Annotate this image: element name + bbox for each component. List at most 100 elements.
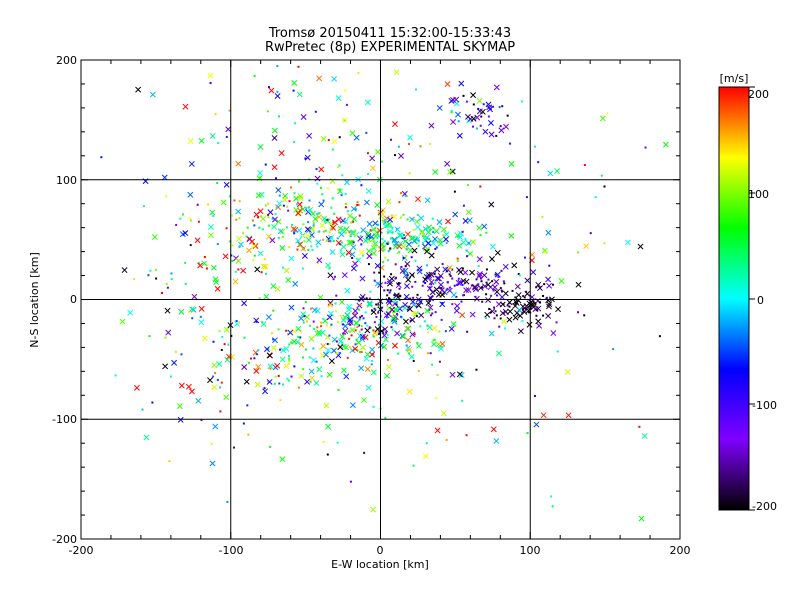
data-point-cross [476, 98, 483, 104]
data-point-dot [481, 300, 484, 303]
data-point-dot [482, 103, 485, 106]
data-point-dot [290, 341, 293, 344]
data-point-dot [400, 315, 403, 318]
data-point-dot [287, 357, 290, 360]
data-point-dot [216, 182, 219, 185]
data-point-dot [412, 229, 415, 232]
data-point-dot [246, 404, 249, 407]
y-tick-label: 100 [56, 174, 77, 187]
data-point-dot [384, 417, 387, 420]
data-point-cross [236, 235, 242, 242]
data-point-cross [198, 305, 205, 312]
data-point-cross [253, 368, 260, 374]
data-point-cross [171, 359, 178, 366]
data-point-cross [450, 97, 457, 103]
data-point-cross [364, 366, 371, 373]
data-points [100, 65, 669, 522]
data-point-dot [386, 358, 389, 361]
data-point-dot [277, 115, 280, 118]
data-point-cross [476, 224, 483, 231]
data-point-cross [293, 207, 300, 213]
data-point-dot [288, 343, 291, 346]
data-point-dot [346, 356, 349, 359]
data-point-cross [370, 506, 377, 513]
data-point-cross [365, 248, 372, 255]
data-point-dot [461, 230, 464, 233]
data-point-cross [514, 283, 521, 290]
data-point-cross [195, 397, 202, 404]
data-point-cross [533, 421, 540, 428]
data-point-cross [424, 197, 431, 204]
data-point-dot [320, 325, 323, 328]
data-point-dot [526, 432, 529, 435]
data-point-dot [415, 315, 418, 318]
data-point-dot [285, 329, 288, 332]
data-point-dot [233, 446, 236, 449]
data-point-cross [387, 216, 394, 223]
data-point-cross [472, 284, 479, 291]
data-point-dot [521, 100, 524, 103]
data-point-cross [378, 210, 385, 217]
data-point-dot [479, 124, 482, 127]
data-point-dot [422, 280, 425, 283]
data-point-dot [428, 237, 431, 240]
data-point-dot [257, 216, 260, 219]
data-point-dot [583, 163, 586, 166]
data-point-dot [344, 89, 347, 92]
data-point-dot [184, 282, 187, 285]
data-point-cross [328, 234, 335, 241]
data-point-cross [476, 270, 483, 277]
data-point-dot [434, 311, 437, 314]
data-point-cross [436, 219, 443, 226]
data-point-cross [465, 113, 471, 120]
data-point-dot [383, 289, 386, 292]
data-point-dot [416, 236, 419, 239]
data-point-cross [191, 293, 198, 300]
data-point-dot [351, 256, 354, 259]
data-point-cross [452, 211, 459, 218]
chart-title: Tromsø 20150411 15:32:00-15:33:43 [268, 26, 511, 41]
data-point-dot [451, 303, 454, 306]
data-point-cross [296, 201, 303, 208]
data-point-dot [432, 227, 435, 230]
data-point-cross [390, 314, 397, 321]
data-point-dot [330, 323, 333, 326]
data-point-cross [406, 388, 413, 395]
data-point-dot [349, 480, 352, 483]
data-point-dot [384, 221, 387, 224]
y-axis-label: N-S location [km] [28, 252, 41, 348]
data-point-cross [325, 423, 332, 430]
data-point-dot [506, 114, 509, 117]
data-point-dot [299, 330, 302, 333]
data-point-dot [438, 360, 441, 363]
data-point-dot [320, 375, 323, 378]
data-point-cross [491, 284, 498, 291]
data-point-cross [406, 241, 412, 248]
data-point-cross [361, 397, 367, 404]
data-point-dot [543, 283, 546, 286]
data-point-dot [352, 220, 355, 223]
data-point-dot [555, 321, 558, 324]
data-point-cross [385, 198, 392, 205]
data-point-dot [264, 204, 267, 207]
data-point-dot [387, 241, 390, 244]
data-point-cross [517, 328, 524, 335]
data-point-dot [165, 195, 168, 198]
data-point-dot [389, 289, 392, 292]
data-point-dot [495, 294, 498, 297]
data-point-dot [368, 240, 371, 243]
data-point-dot [523, 256, 526, 259]
colorbar-tick-label: 0 [757, 294, 764, 307]
data-point-dot [170, 272, 173, 275]
data-point-cross [358, 365, 365, 372]
data-point-cross [426, 224, 433, 231]
data-point-dot [495, 314, 498, 317]
data-point-dot [302, 235, 305, 238]
data-point-dot [348, 337, 351, 340]
data-point-dot [230, 214, 233, 217]
data-point-cross [485, 281, 492, 288]
data-point-dot [225, 135, 228, 138]
data-point-dot [319, 186, 322, 189]
data-point-cross [442, 236, 449, 243]
